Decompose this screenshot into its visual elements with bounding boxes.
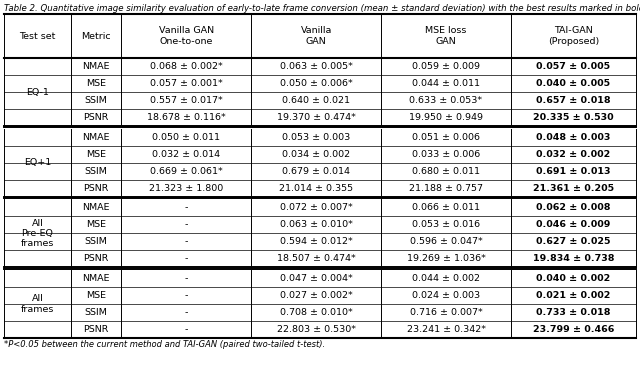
Text: 0.053 ± 0.016: 0.053 ± 0.016 [412,220,480,229]
Text: 0.047 ± 0.004*: 0.047 ± 0.004* [280,274,353,283]
Text: PSNR: PSNR [83,184,109,193]
Text: 0.063 ± 0.010*: 0.063 ± 0.010* [280,220,353,229]
Text: 0.051 ± 0.006: 0.051 ± 0.006 [412,133,480,142]
Text: 0.032 ± 0.002: 0.032 ± 0.002 [536,150,611,159]
Text: 0.657 ± 0.018: 0.657 ± 0.018 [536,96,611,105]
Text: -: - [184,203,188,212]
Text: 0.669 ± 0.061*: 0.669 ± 0.061* [150,167,223,176]
Text: PSNR: PSNR [83,113,109,122]
Text: 0.066 ± 0.011: 0.066 ± 0.011 [412,203,480,212]
Text: 0.040 ± 0.005: 0.040 ± 0.005 [536,79,611,88]
Text: 0.072 ± 0.007*: 0.072 ± 0.007* [280,203,353,212]
Text: 22.803 ± 0.530*: 22.803 ± 0.530* [276,325,356,334]
Text: 0.733 ± 0.018: 0.733 ± 0.018 [536,308,611,317]
Text: NMAE: NMAE [83,62,109,71]
Text: MSE: MSE [86,291,106,300]
Text: All
Pre-EQ
frames: All Pre-EQ frames [20,219,54,248]
Text: SSIM: SSIM [84,167,108,176]
Text: Test set: Test set [19,31,56,41]
Text: 0.032 ± 0.014: 0.032 ± 0.014 [152,150,220,159]
Text: 0.679 ± 0.014: 0.679 ± 0.014 [282,167,350,176]
Text: 19.269 ± 1.036*: 19.269 ± 1.036* [406,254,486,264]
Text: 19.834 ± 0.738: 19.834 ± 0.738 [532,254,614,264]
Text: 21.323 ± 1.800: 21.323 ± 1.800 [149,184,223,193]
Text: 0.057 ± 0.005: 0.057 ± 0.005 [536,62,611,71]
Text: MSE: MSE [86,220,106,229]
Text: 0.057 ± 0.001*: 0.057 ± 0.001* [150,79,223,88]
Text: 23.799 ± 0.466: 23.799 ± 0.466 [533,325,614,334]
Text: 0.596 ± 0.047*: 0.596 ± 0.047* [410,238,483,246]
Text: 0.040 ± 0.002: 0.040 ± 0.002 [536,274,611,283]
Text: 0.044 ± 0.011: 0.044 ± 0.011 [412,79,480,88]
Text: PSNR: PSNR [83,254,109,264]
Text: -: - [184,238,188,246]
Text: 18.507 ± 0.474*: 18.507 ± 0.474* [276,254,355,264]
Text: All
frames: All frames [20,294,54,314]
Text: NMAE: NMAE [83,203,109,212]
Text: NMAE: NMAE [83,274,109,283]
Text: 0.063 ± 0.005*: 0.063 ± 0.005* [280,62,353,71]
Text: TAI-GAN
(Proposed): TAI-GAN (Proposed) [548,26,599,46]
Text: 0.046 ± 0.009: 0.046 ± 0.009 [536,220,611,229]
Text: 0.048 ± 0.003: 0.048 ± 0.003 [536,133,611,142]
Text: -: - [184,220,188,229]
Text: 0.068 ± 0.002*: 0.068 ± 0.002* [150,62,223,71]
Text: SSIM: SSIM [84,308,108,317]
Text: MSE loss
GAN: MSE loss GAN [426,26,467,46]
Text: 0.708 ± 0.010*: 0.708 ± 0.010* [280,308,353,317]
Text: 0.021 ± 0.002: 0.021 ± 0.002 [536,291,611,300]
Text: Vanilla GAN
One-to-one: Vanilla GAN One-to-one [159,26,214,46]
Text: 0.053 ± 0.003: 0.053 ± 0.003 [282,133,350,142]
Text: NMAE: NMAE [83,133,109,142]
Text: MSE: MSE [86,79,106,88]
Text: 0.594 ± 0.012*: 0.594 ± 0.012* [280,238,353,246]
Text: 0.062 ± 0.008: 0.062 ± 0.008 [536,203,611,212]
Text: 0.691 ± 0.013: 0.691 ± 0.013 [536,167,611,176]
Text: 18.678 ± 0.116*: 18.678 ± 0.116* [147,113,226,122]
Text: 21.014 ± 0.355: 21.014 ± 0.355 [279,184,353,193]
Text: 0.633 ± 0.053*: 0.633 ± 0.053* [410,96,483,105]
Text: 0.027 ± 0.002*: 0.027 ± 0.002* [280,291,353,300]
Text: 0.640 ± 0.021: 0.640 ± 0.021 [282,96,350,105]
Text: 20.335 ± 0.530: 20.335 ± 0.530 [533,113,614,122]
Text: PSNR: PSNR [83,325,109,334]
Text: EQ+1: EQ+1 [24,158,51,167]
Text: SSIM: SSIM [84,238,108,246]
Text: -: - [184,325,188,334]
Text: -: - [184,308,188,317]
Text: -: - [184,291,188,300]
Text: 23.241 ± 0.342*: 23.241 ± 0.342* [406,325,486,334]
Text: 0.033 ± 0.006: 0.033 ± 0.006 [412,150,480,159]
Text: -: - [184,274,188,283]
Text: Metric: Metric [81,31,111,41]
Text: Vanilla
GAN: Vanilla GAN [300,26,332,46]
Text: 19.370 ± 0.474*: 19.370 ± 0.474* [276,113,356,122]
Text: 0.680 ± 0.011: 0.680 ± 0.011 [412,167,480,176]
Text: *P<0.05 between the current method and TAI-GAN (paired two-tailed t-test).: *P<0.05 between the current method and T… [4,340,325,349]
Text: 0.716 ± 0.007*: 0.716 ± 0.007* [410,308,483,317]
Text: Table 2. Quantitative image similarity evaluation of early-to-late frame convers: Table 2. Quantitative image similarity e… [4,4,640,13]
Text: EQ-1: EQ-1 [26,88,49,97]
Text: 0.024 ± 0.003: 0.024 ± 0.003 [412,291,480,300]
Text: 21.188 ± 0.757: 21.188 ± 0.757 [409,184,483,193]
Text: 0.034 ± 0.002: 0.034 ± 0.002 [282,150,350,159]
Text: 0.044 ± 0.002: 0.044 ± 0.002 [412,274,480,283]
Text: -: - [184,254,188,264]
Text: 0.059 ± 0.009: 0.059 ± 0.009 [412,62,480,71]
Text: 0.557 ± 0.017*: 0.557 ± 0.017* [150,96,223,105]
Text: 0.050 ± 0.011: 0.050 ± 0.011 [152,133,220,142]
Text: 0.050 ± 0.006*: 0.050 ± 0.006* [280,79,353,88]
Text: MSE: MSE [86,150,106,159]
Text: 21.361 ± 0.205: 21.361 ± 0.205 [533,184,614,193]
Text: 0.627 ± 0.025: 0.627 ± 0.025 [536,238,611,246]
Text: SSIM: SSIM [84,96,108,105]
Text: 19.950 ± 0.949: 19.950 ± 0.949 [409,113,483,122]
